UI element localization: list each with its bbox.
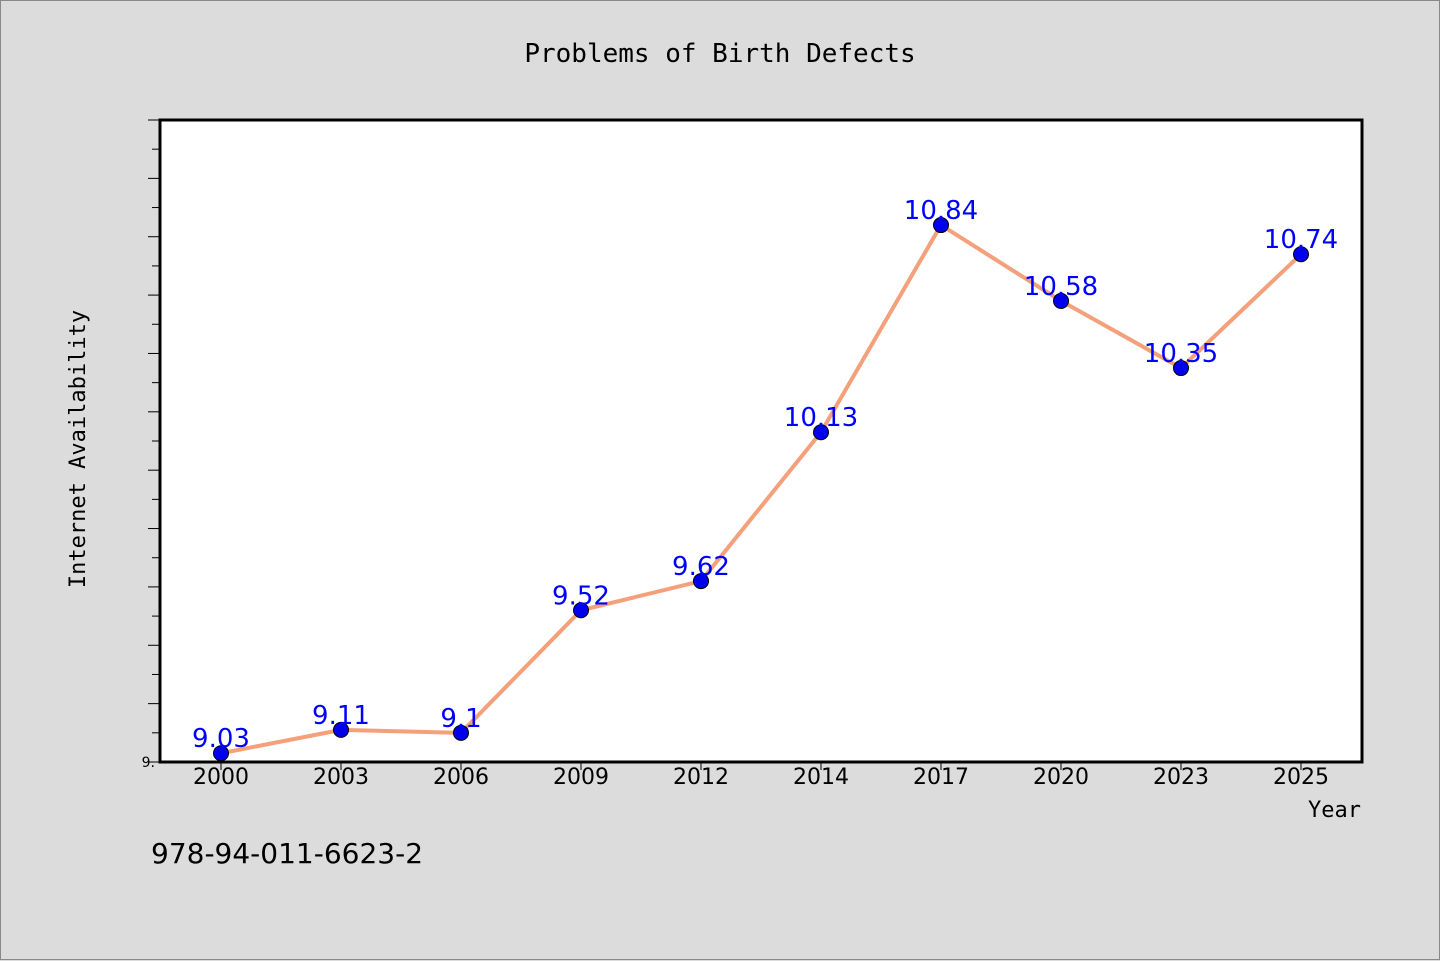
y-axis-ticks [148,119,160,763]
data-label: 9.52 [552,581,610,611]
data-label: 10.84 [904,196,978,226]
data-label: 9.11 [312,701,370,731]
x-tick-label: 2025 [1273,765,1329,790]
plot-area [158,118,1364,764]
data-point [813,424,829,441]
y-axis-label: Internet Availability [66,310,91,588]
x-tick-label: 2003 [313,765,369,790]
x-tick-label: 2006 [433,765,489,790]
data-label: 10.74 [1264,225,1338,255]
series-line [220,223,1303,756]
data-point [693,573,709,590]
footer-code: 978-94-011-6623-2 [151,837,423,870]
chart-title: Problems of Birth Defects [524,39,915,69]
x-axis-ticks: 2000 2003 2006 2009 2012 2014 2017 2020 2023 2025 [193,762,1329,790]
data-point [213,745,229,762]
data-point [1293,246,1309,263]
x-tick-label: 2000 [193,765,249,790]
x-tick-label: 2012 [673,765,729,790]
x-tick-label: 2009 [553,765,609,790]
data-point [1173,360,1189,377]
x-axis-label: Year [1308,798,1361,823]
data-point [573,602,589,619]
data-point [933,217,949,234]
series-markers [213,217,1309,762]
y-tick-label: 9. [142,755,155,771]
data-label: 10.58 [1024,272,1098,302]
data-point [1053,292,1069,309]
x-tick-label: 2020 [1033,765,1089,790]
x-tick-label: 2017 [913,765,969,790]
x-tick-label: 2023 [1153,765,1209,790]
data-label: 10.35 [1144,339,1218,369]
data-point [453,724,469,741]
data-labels: 9.03 9.11 9.1 9.52 9.62 10.13 10.84 10.58 10.35 1… [192,196,1338,754]
x-tick-label: 2014 [793,765,849,790]
data-point [333,721,349,738]
data-label: 9.03 [192,724,250,754]
data-label: 9.1 [440,704,481,734]
data-label: 10.13 [784,403,858,433]
data-label: 9.62 [672,552,730,582]
